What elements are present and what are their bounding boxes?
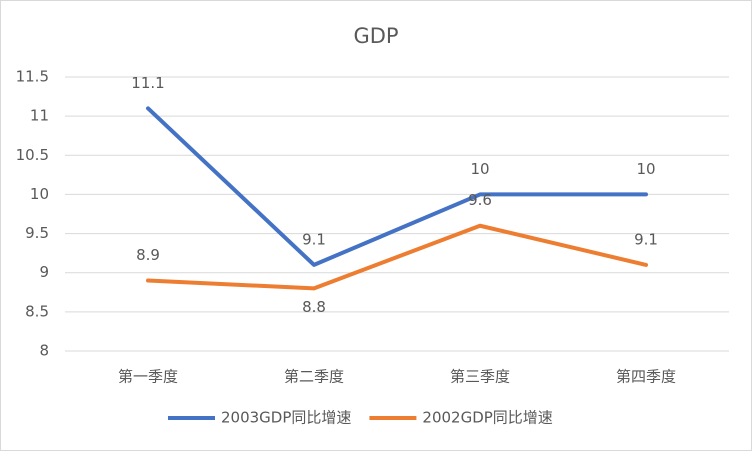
data-label: 8.9 [136,246,160,264]
y-tick-label: 9.5 [25,224,49,242]
data-label: 11.1 [131,74,164,92]
y-tick-label: 9 [39,263,49,281]
legend-label: 2002GDP同比增速 [422,409,552,427]
y-tick-label: 11.5 [16,68,49,86]
x-tick-label: 第一季度 [118,368,178,386]
data-label: 10 [636,160,655,178]
data-label: 8.8 [302,298,326,316]
x-tick-label: 第三季度 [450,368,510,386]
data-label: 9.1 [634,230,658,248]
x-tick-label: 第四季度 [616,368,676,386]
y-tick-label: 10.5 [16,146,49,164]
y-tick-label: 11 [30,107,49,125]
y-tick-label: 10 [30,185,49,203]
series-line [146,106,648,267]
y-tick-label: 8.5 [25,302,49,320]
data-label: 9.1 [302,230,326,248]
x-tick-label: 第二季度 [284,368,344,386]
chart-title: GDP [353,24,398,48]
legend-label: 2003GDP同比增速 [221,409,351,427]
y-tick-label: 8 [39,342,49,360]
data-label: 10 [470,160,489,178]
series-line [146,223,648,291]
data-label: 9.6 [468,191,492,209]
